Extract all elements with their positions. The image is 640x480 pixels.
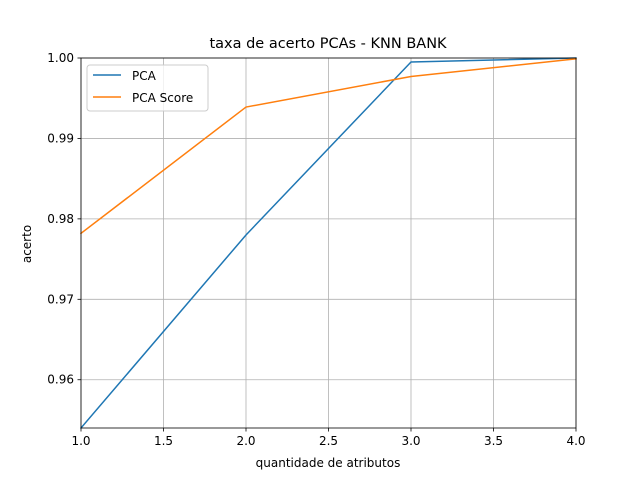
axis-ticks: 1.0 1.5 2.0 2.5 3.0 3.5 4.0 0.96 0.97 0.98 0.99 1.0… — [47, 51, 585, 448]
y-tick-label: 0.98 — [47, 212, 74, 226]
x-tick-label: 1.0 — [71, 434, 90, 448]
x-tick-label: 2.0 — [236, 434, 255, 448]
grid — [80, 57, 577, 428]
x-tick-label: 1.5 — [154, 434, 173, 448]
chart-title: taxa de acerto PCAs - KNN BANK — [209, 36, 447, 52]
series-line-pca-score — [79, 57, 577, 235]
x-axis-label: quantidade de atributos — [256, 456, 401, 470]
y-tick-label: 0.96 — [47, 373, 74, 387]
y-axis-label: acerto — [20, 225, 34, 263]
x-tick-label: 4.0 — [566, 434, 585, 448]
y-tick-label: 0.99 — [47, 131, 74, 145]
legend: PCA PCA Score — [86, 64, 209, 112]
y-tick-label: 0.97 — [47, 292, 74, 306]
series-line-pca — [79, 57, 577, 430]
y-tick-label: 1.00 — [47, 51, 74, 65]
legend-box — [86, 64, 209, 112]
x-tick-label: 3.0 — [401, 434, 420, 448]
plot-series — [79, 57, 577, 430]
x-tick-label: 3.5 — [484, 434, 503, 448]
legend-label-pca-score: PCA Score — [132, 91, 193, 105]
legend-label-pca: PCA — [132, 69, 157, 83]
x-tick-label: 2.5 — [319, 434, 338, 448]
